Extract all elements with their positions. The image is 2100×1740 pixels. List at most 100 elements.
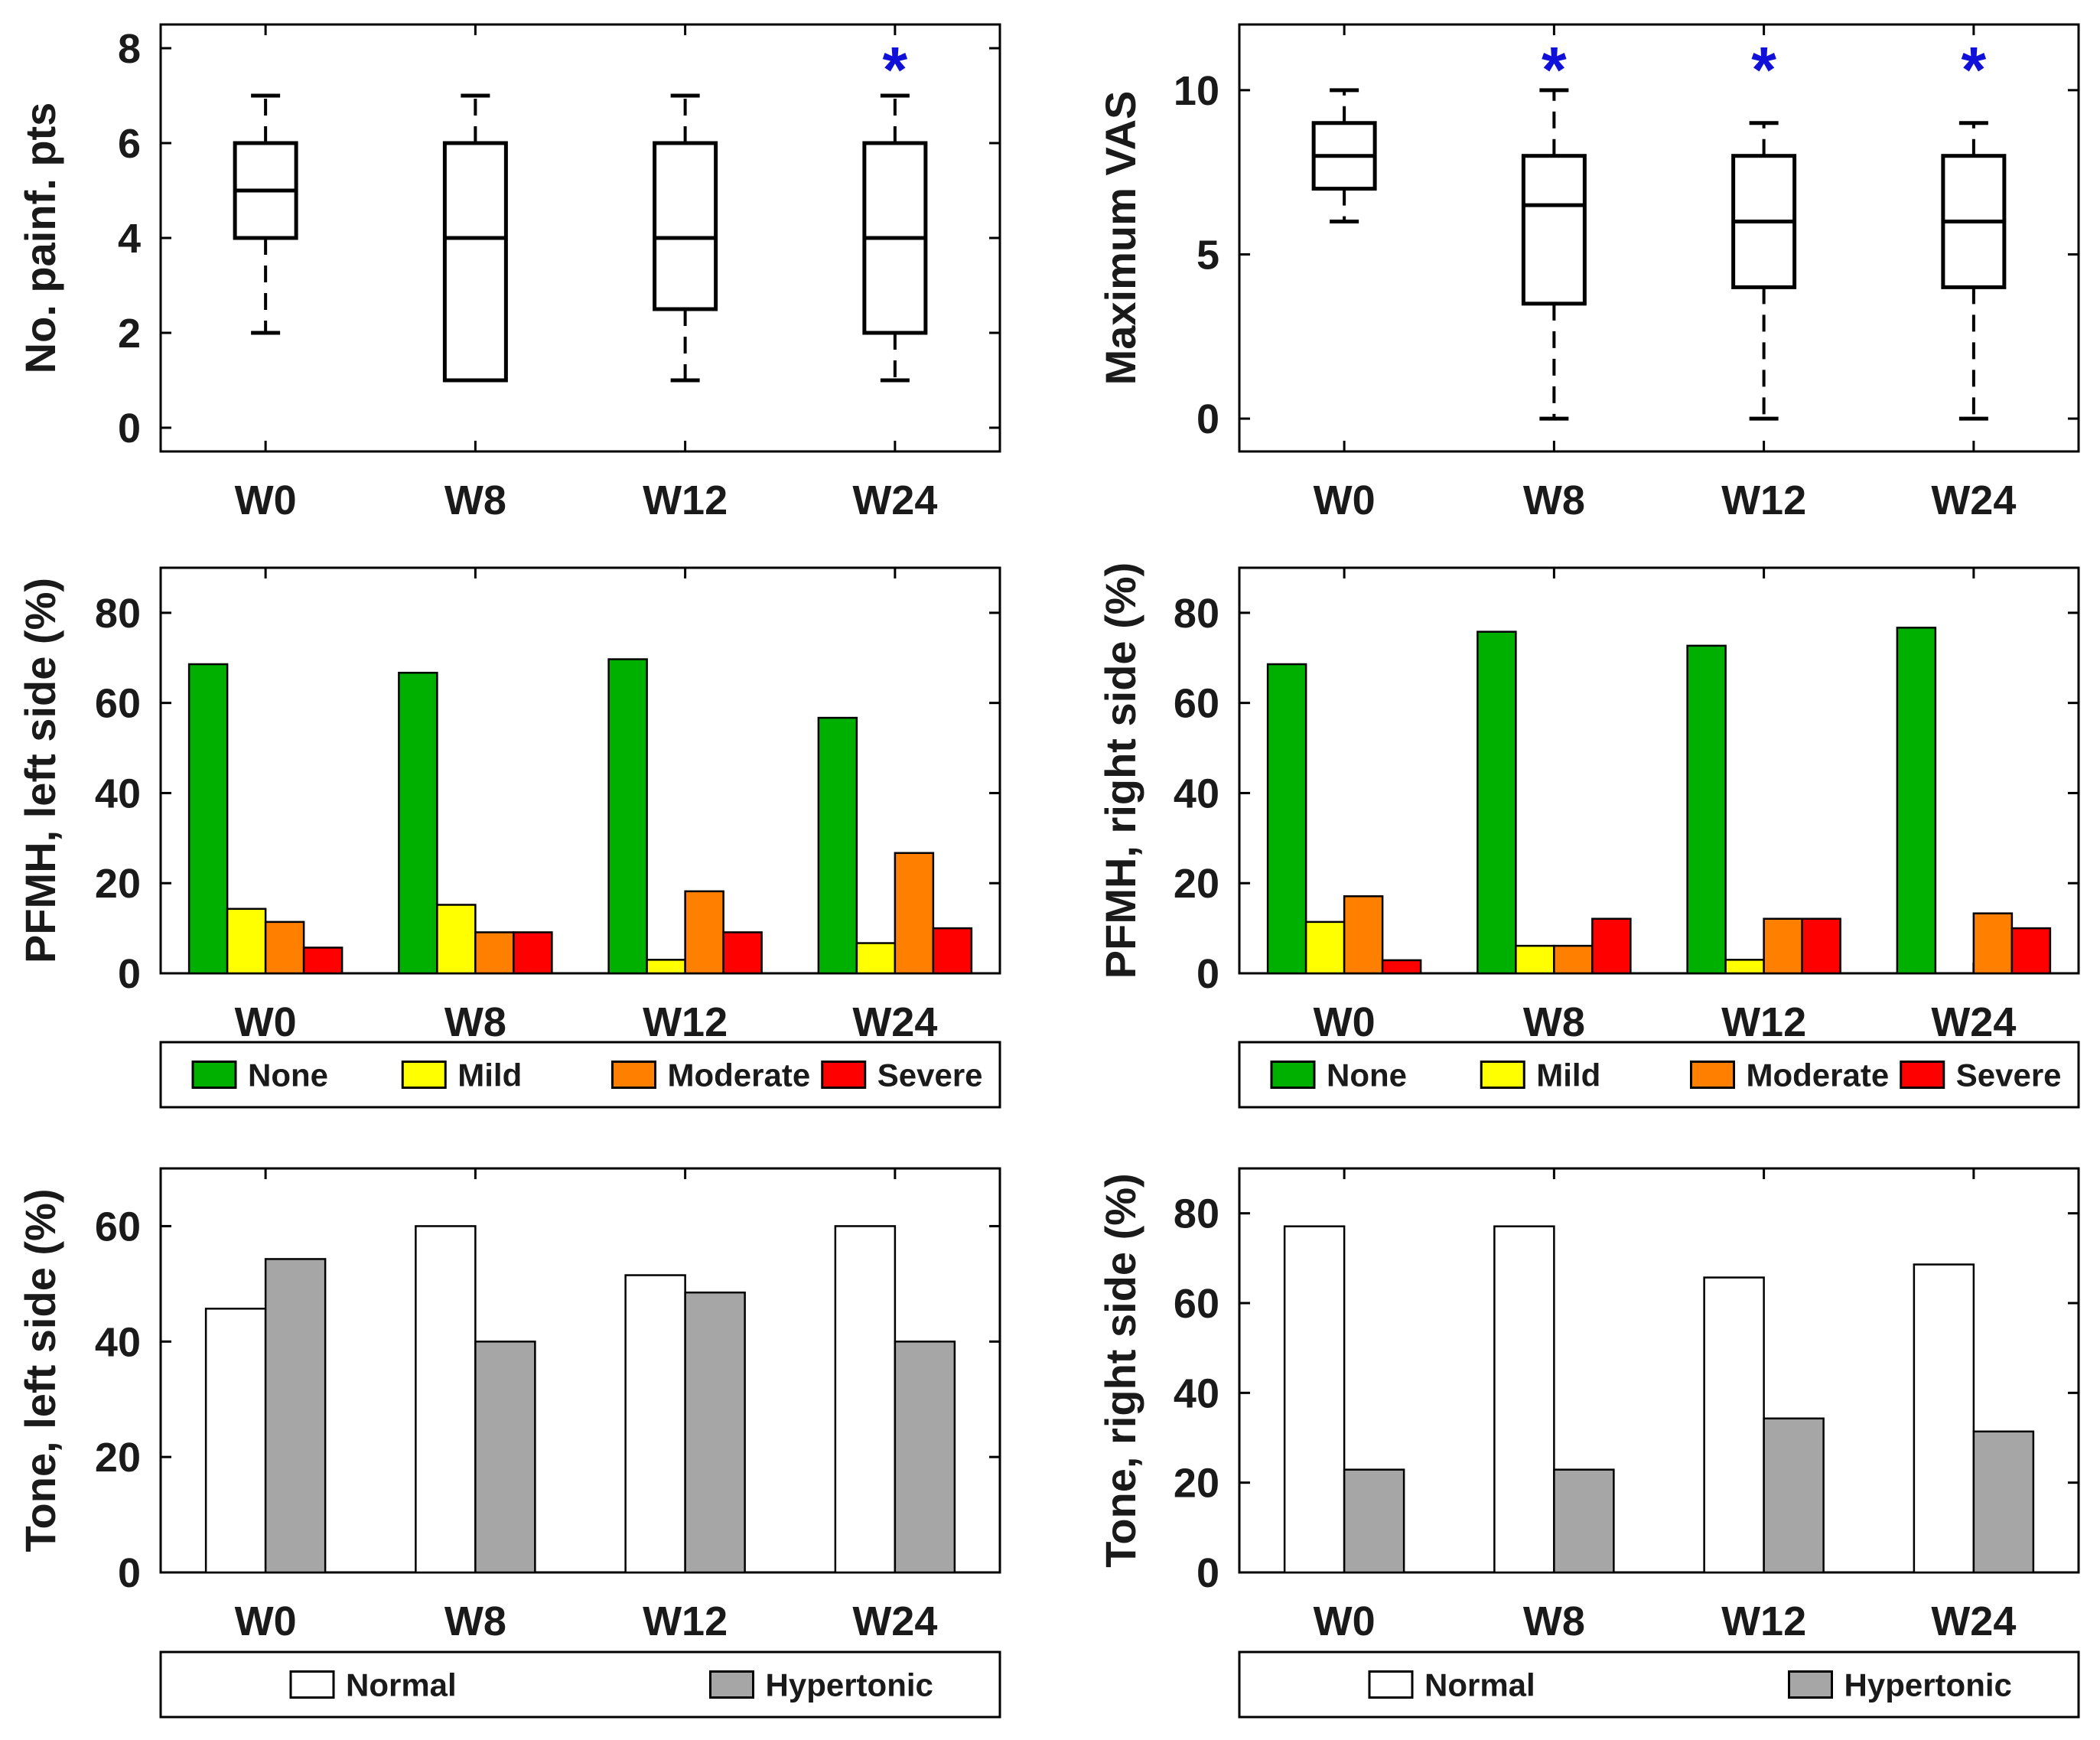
bar-none-W12	[607, 658, 648, 975]
legend: Normal Hypertonic	[1238, 1650, 2080, 1719]
y-axis-label: Tone, right side (%)	[1096, 1173, 1144, 1567]
x-tick-label: W24	[1931, 1598, 2016, 1644]
legend-label-none: None	[1327, 1057, 1407, 1093]
bar-normal-W8	[415, 1225, 477, 1574]
legend-swatch-hypertonic	[709, 1670, 754, 1699]
bar-severe-W24	[2010, 927, 2052, 975]
x-tick-label: W12	[1721, 999, 1806, 1045]
bar-normal-W8	[1493, 1225, 1555, 1574]
legend-swatch-normal	[289, 1670, 335, 1699]
y-tick-label: 0	[1197, 951, 1219, 997]
bar-normal-W12	[1703, 1276, 1765, 1574]
y-tick-label: 6	[118, 121, 141, 167]
box-W24: *	[1941, 34, 2007, 421]
legend-label-normal: Normal	[1424, 1667, 1535, 1703]
y-tick-label: 0	[1197, 1550, 1219, 1596]
y-tick-label: 60	[1174, 1281, 1219, 1327]
bar-hypertonic-W0	[264, 1258, 327, 1574]
legend-label-hypertonic: Hypertonic	[766, 1667, 933, 1703]
bar-severe-W8	[513, 931, 553, 975]
chart-tone-right: 0 20 40 60 80 W0 W8 W12 W24 Tone, right side (%) N…	[1096, 1167, 2080, 1719]
y-tick-label: 20	[1174, 1461, 1219, 1507]
bar-normal-W0	[204, 1308, 267, 1574]
y-tick-label: 0	[118, 406, 141, 451]
y-tick-label: 60	[95, 681, 141, 727]
x-tick-label: W24	[852, 1598, 937, 1644]
x-tick-label: W8	[1523, 1598, 1585, 1644]
x-tick-label: W12	[643, 1598, 728, 1644]
x-tick-label: W24	[1931, 477, 2016, 523]
legend-label-mild: Mild	[1536, 1057, 1600, 1093]
bar-moderate-W24	[1972, 912, 2014, 975]
y-tick-label: 20	[1174, 861, 1219, 907]
chart-pfmh-right: 0 20 40 60 80 W0 W8 W12 W24 PFMH, right side (%) N…	[1096, 562, 2080, 1109]
bar-normal-W24	[834, 1225, 897, 1574]
bar-none-W24	[1896, 627, 1937, 975]
y-tick-label: 5	[1197, 232, 1219, 278]
legend: None Mild Moderate Severe	[159, 1041, 1001, 1109]
y-tick-label: 60	[1174, 681, 1219, 727]
y-tick-label: 10	[1174, 68, 1219, 114]
legend-swatch-mild	[401, 1061, 447, 1089]
x-tick-label: W8	[1523, 477, 1585, 523]
bar-mild-W24	[855, 942, 897, 975]
bar-mild-W12	[1724, 959, 1765, 975]
plot-frame	[159, 1167, 1001, 1574]
bar-normal-W24	[1913, 1263, 1975, 1574]
y-axis-label: PFMH, left side (%)	[16, 578, 64, 963]
bar-hypertonic-W8	[1553, 1468, 1615, 1574]
plot-frame	[1238, 566, 2080, 975]
bar-hypertonic-W12	[684, 1291, 746, 1574]
significance-star: *	[1751, 34, 1776, 106]
bar-none-W8	[398, 671, 438, 975]
bar-hypertonic-W12	[1763, 1417, 1825, 1574]
bar-mild-W0	[226, 907, 267, 975]
x-tick-label: W12	[1721, 1598, 1806, 1644]
bar-mild-W12	[646, 959, 686, 975]
x-tick-label: W0	[1314, 999, 1376, 1045]
y-tick-label: 4	[118, 216, 141, 262]
x-tick-label: W0	[235, 477, 297, 523]
legend-swatch-none	[1270, 1061, 1316, 1089]
y-tick-label: 40	[95, 771, 141, 816]
significance-star: *	[883, 34, 908, 106]
legend-swatch-mild	[1480, 1061, 1525, 1089]
bar-none-W0	[1266, 663, 1307, 975]
bar-none-W24	[817, 716, 858, 975]
x-tick-label: W8	[444, 999, 506, 1045]
legend-label-severe: Severe	[1956, 1057, 2062, 1093]
plot-frame	[159, 566, 1001, 975]
box-iqr	[442, 141, 508, 383]
box-W12: *	[1731, 34, 1797, 421]
x-tick-label: W8	[444, 477, 506, 523]
y-tick-label: 2	[118, 311, 141, 357]
y-tick-label: 40	[95, 1319, 141, 1365]
bar-moderate-W0	[264, 921, 305, 975]
legend-label-normal: Normal	[346, 1667, 457, 1703]
bar-severe-W12	[722, 931, 763, 975]
bar-severe-W0	[1381, 959, 1422, 975]
y-tick-label: 80	[95, 591, 141, 637]
y-tick-label: 20	[95, 861, 141, 907]
x-tick-label: W24	[852, 477, 937, 523]
chart-pfmh-left: 0 20 40 60 80 W0 W8 W12 W24 PFMH, left side (%) No…	[16, 566, 1001, 1109]
y-tick-label: 20	[95, 1435, 141, 1481]
bar-moderate-W12	[1763, 917, 1803, 975]
y-tick-label: 8	[118, 26, 141, 72]
bar-moderate-W12	[684, 890, 724, 975]
x-tick-label: W0	[235, 1598, 297, 1644]
plot-frame	[1238, 23, 2080, 453]
chart-max-vas: 0 5 10 W0 W8 W12 W24 Maximum VAS * * *	[1096, 23, 2080, 523]
y-tick-label: 0	[1197, 396, 1219, 442]
bar-none-W8	[1477, 631, 1517, 975]
legend-swatch-moderate	[611, 1061, 656, 1089]
bar-hypertonic-W8	[474, 1341, 536, 1574]
legend-swatch-severe	[1900, 1061, 1945, 1089]
legend: Normal Hypertonic	[159, 1650, 1001, 1719]
y-tick-label: 40	[1174, 771, 1219, 816]
bar-moderate-W24	[894, 852, 935, 975]
bar-mild-W8	[1515, 944, 1555, 975]
legend-label-none: None	[248, 1057, 328, 1093]
bar-severe-W0	[302, 947, 343, 975]
significance-star: *	[1962, 34, 1987, 106]
